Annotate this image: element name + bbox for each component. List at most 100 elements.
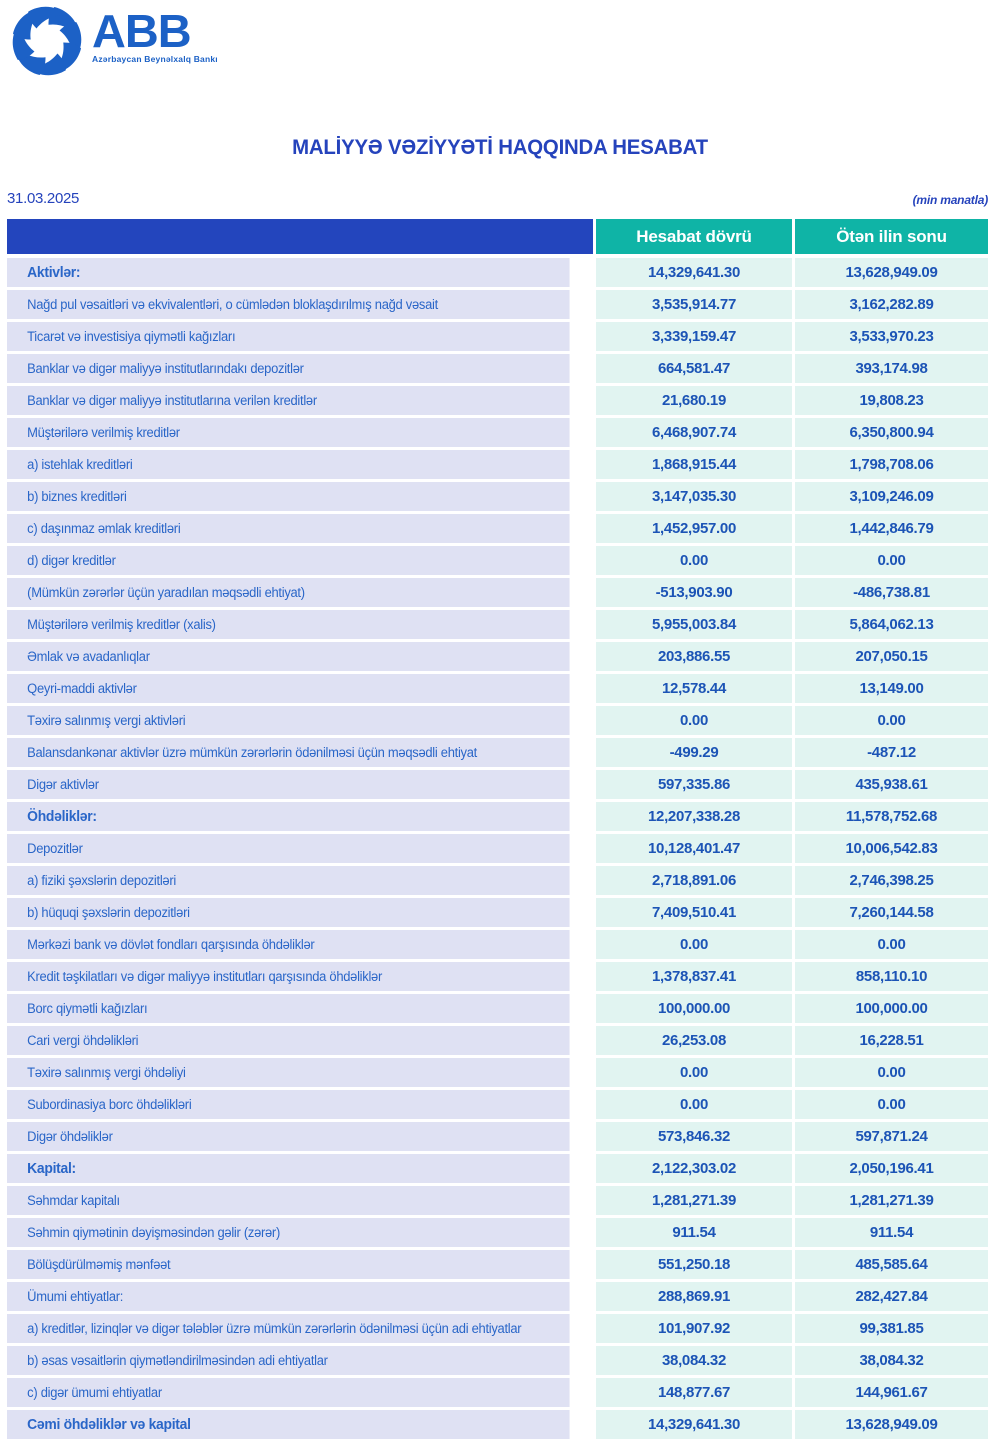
row-value-current: 288,869.91 [596,1282,792,1311]
table-row: Borc qiymətli kağızları 100,000.00 100,0… [7,994,988,1023]
row-label: b) əsas vəsaitlərin qiymətləndirilməsind… [7,1346,570,1375]
row-value-current: 3,535,914.77 [596,290,792,319]
row-value-current: 203,886.55 [596,642,792,671]
row-value-current: 2,718,891.06 [596,866,792,895]
row-label: Təxirə salınmış vergi aktivləri [7,706,570,735]
table-row: a) kreditlər, lizinqlər və digər tələblə… [7,1314,988,1343]
row-label: Balansdankənar aktivlər üzrə mümkün zərə… [7,738,570,767]
brand-text: ABB Azərbaycan Beynəlxalq Bankı [92,5,218,64]
row-value-current: 0.00 [596,1090,792,1119]
row-value-previous: 13,149.00 [795,674,988,703]
brand-header: ABB Azərbaycan Beynəlxalq Bankı [10,4,218,78]
row-label: Borc qiymətli kağızları [7,994,570,1023]
row-value-current: 38,084.32 [596,1346,792,1375]
row-label: Ümumi ehtiyatlar: [7,1282,570,1311]
row-value-previous: 13,628,949.09 [795,1410,988,1439]
row-value-current: 0.00 [596,1058,792,1087]
table-row: d) digər kreditlər 0.00 0.00 [7,546,988,575]
table-row: Aktivlər: 14,329,641.30 13,628,949.09 [7,258,988,287]
row-value-previous: 2,050,196.41 [795,1154,988,1183]
table-row: Təxirə salınmış vergi aktivləri 0.00 0.0… [7,706,988,735]
row-value-current: 1,452,957.00 [596,514,792,543]
table-row: Kredit təşkilatları və digər maliyyə ins… [7,962,988,991]
table-row: Təxirə salınmış vergi öhdəliyi 0.00 0.00 [7,1058,988,1087]
row-value-current: -513,903.90 [596,578,792,607]
table-row: Nağd pul vəsaitləri və ekvivalentləri, o… [7,290,988,319]
row-value-previous: 38,084.32 [795,1346,988,1375]
row-value-previous: 282,427.84 [795,1282,988,1311]
row-value-current: 1,281,271.39 [596,1186,792,1215]
table-row: Digər aktivlər 597,335.86 435,938.61 [7,770,988,799]
row-value-previous: -487.12 [795,738,988,767]
row-label: Qeyri-maddi aktivlər [7,674,570,703]
row-label: Səhmin qiymətinin dəyişməsindən gəlir (z… [7,1218,570,1247]
row-label: a) fiziki şəxslərin depozitləri [7,866,570,895]
table-row: (Mümkün zərərlər üçün yaradılan məqsədli… [7,578,988,607]
row-value-previous: 3,162,282.89 [795,290,988,319]
table-header-row: Hesabat dövrü Ötən ilin sonu [7,219,988,254]
table-body: Aktivlər: 14,329,641.30 13,628,949.09 Na… [7,258,988,1439]
row-value-current: 21,680.19 [596,386,792,415]
row-value-current: 0.00 [596,706,792,735]
row-value-previous: 0.00 [795,1090,988,1119]
meta-row: 31.03.2025 (min manatla) [7,190,988,207]
row-label: Əmlak və avadanlıqlar [7,642,570,671]
row-value-current: 1,868,915.44 [596,450,792,479]
row-label: Səhmdar kapitalı [7,1186,570,1215]
row-label: Digər öhdəliklər [7,1122,570,1151]
row-label: Mərkəzi bank və dövlət fondları qarşısın… [7,930,570,959]
table-row: a) istehlak kreditləri 1,868,915.44 1,79… [7,450,988,479]
row-value-previous: 3,533,970.23 [795,322,988,351]
report-date: 31.03.2025 [7,190,80,207]
row-value-current: -499.29 [596,738,792,767]
row-value-previous: 597,871.24 [795,1122,988,1151]
row-value-current: 12,207,338.28 [596,802,792,831]
table-row: Öhdəliklər: 12,207,338.28 11,578,752.68 [7,802,988,831]
row-label: Kredit təşkilatları və digər maliyyə ins… [7,962,570,991]
row-value-previous: 485,585.64 [795,1250,988,1279]
row-label: Müştərilərə verilmiş kreditlər (xalis) [7,610,570,639]
table-row: Mərkəzi bank və dövlət fondları qarşısın… [7,930,988,959]
table-row: Səhmin qiymətinin dəyişməsindən gəlir (z… [7,1218,988,1247]
row-label: b) hüquqi şəxslərin depozitləri [7,898,570,927]
brand-subtitle: Azərbaycan Beynəlxalq Bankı [92,54,218,64]
row-label: Nağd pul vəsaitləri və ekvivalentləri, o… [7,290,570,319]
table-row: b) biznes kreditləri 3,147,035.30 3,109,… [7,482,988,511]
table-row: Banklar və digər maliyyə institutlarına … [7,386,988,415]
row-value-current: 6,468,907.74 [596,418,792,447]
row-value-previous: 0.00 [795,706,988,735]
row-value-previous: 10,006,542.83 [795,834,988,863]
abb-logo-icon [10,4,84,78]
row-label: c) daşınmaz əmlak kreditləri [7,514,570,543]
row-value-current: 10,128,401.47 [596,834,792,863]
row-value-current: 551,250.18 [596,1250,792,1279]
page-title: MALİYYƏ VƏZİYYƏTİ HAQQINDA HESABAT [292,136,708,159]
row-value-current: 26,253.08 [596,1026,792,1055]
row-value-current: 0.00 [596,930,792,959]
table-row: c) daşınmaz əmlak kreditləri 1,452,957.0… [7,514,988,543]
column-header-current-period: Hesabat dövrü [596,219,792,254]
row-value-previous: 911.54 [795,1218,988,1247]
row-value-current: 2,122,303.02 [596,1154,792,1183]
row-value-current: 0.00 [596,546,792,575]
table-row: Cəmi öhdəliklər və kapital 14,329,641.30… [7,1410,988,1439]
row-value-current: 101,907.92 [596,1314,792,1343]
row-label: Müştərilərə verilmiş kreditlər [7,418,570,447]
row-value-previous: 2,746,398.25 [795,866,988,895]
row-value-previous: 19,808.23 [795,386,988,415]
row-value-previous: 100,000.00 [795,994,988,1023]
row-value-previous: 13,628,949.09 [795,258,988,287]
row-label: Təxirə salınmış vergi öhdəliyi [7,1058,570,1087]
brand-name: ABB [92,5,192,57]
table-row: Kapital: 2,122,303.02 2,050,196.41 [7,1154,988,1183]
row-value-previous: 3,109,246.09 [795,482,988,511]
column-header-empty [7,219,593,254]
row-value-previous: 858,110.10 [795,962,988,991]
row-label: a) istehlak kreditləri [7,450,570,479]
row-value-current: 573,846.32 [596,1122,792,1151]
row-label: Kapital: [7,1154,570,1183]
row-value-current: 148,877.67 [596,1378,792,1407]
row-value-previous: 1,281,271.39 [795,1186,988,1215]
table-row: Subordinasiya borc öhdəlikləri 0.00 0.00 [7,1090,988,1119]
row-value-current: 3,339,159.47 [596,322,792,351]
